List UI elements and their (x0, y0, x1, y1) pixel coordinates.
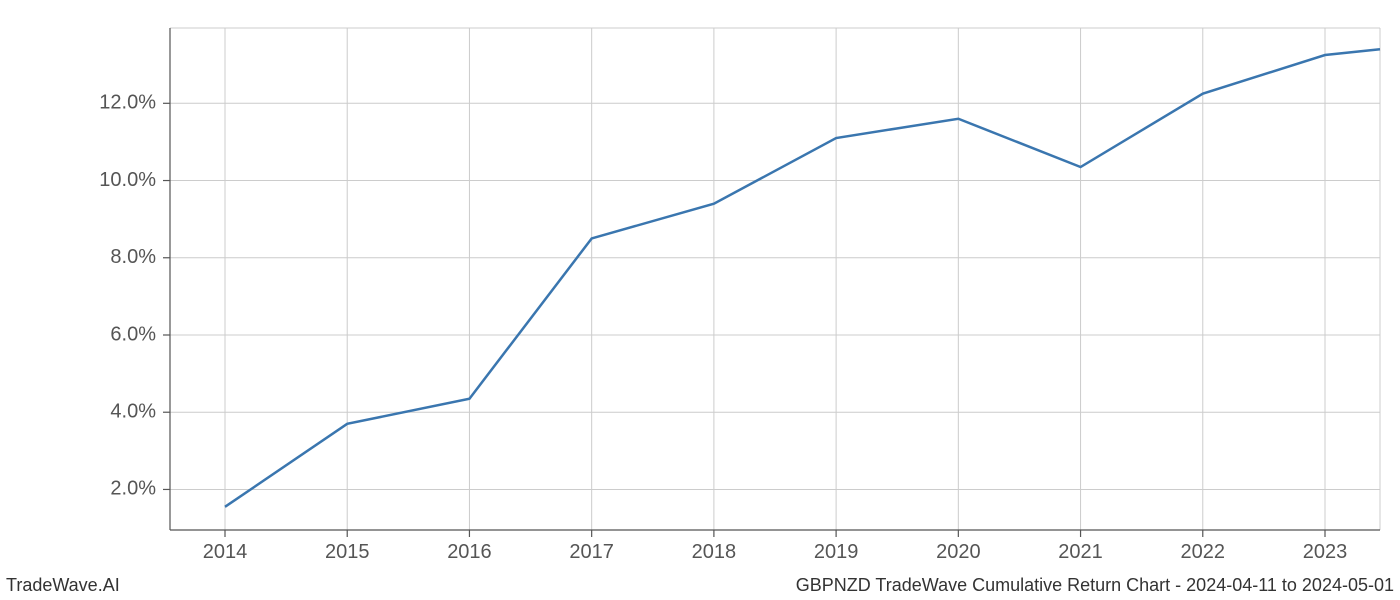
x-tick-label: 2020 (936, 541, 981, 563)
x-tick-label: 2014 (203, 541, 248, 563)
y-tick-label: 6.0% (110, 323, 156, 345)
y-tick-label: 2.0% (110, 478, 156, 500)
x-tick-label: 2019 (814, 541, 859, 563)
y-tick-label: 12.0% (99, 92, 156, 114)
y-tick-label: 8.0% (110, 246, 156, 268)
y-tick-label: 4.0% (110, 401, 156, 423)
x-tick-label: 2023 (1303, 541, 1348, 563)
line-chart: 2.0% 4.0% 6.0% 8.0% 10.0% 12.0% 2014 2015 2016 20… (0, 0, 1400, 600)
footer: TradeWave.AI GBPNZD TradeWave Cumulative… (6, 575, 1394, 596)
x-tick-label: 2016 (447, 541, 492, 563)
footer-left: TradeWave.AI (6, 575, 120, 596)
x-tick-label: 2018 (692, 541, 737, 563)
footer-right: GBPNZD TradeWave Cumulative Return Chart… (796, 575, 1394, 596)
chart-container: 2.0% 4.0% 6.0% 8.0% 10.0% 12.0% 2014 2015 2016 20… (0, 0, 1400, 600)
y-tick-label: 10.0% (99, 169, 156, 191)
x-tick-label: 2022 (1181, 541, 1226, 563)
x-tick-label: 2015 (325, 541, 370, 563)
x-tick-label: 2021 (1058, 541, 1103, 563)
x-tick-label: 2017 (569, 541, 614, 563)
